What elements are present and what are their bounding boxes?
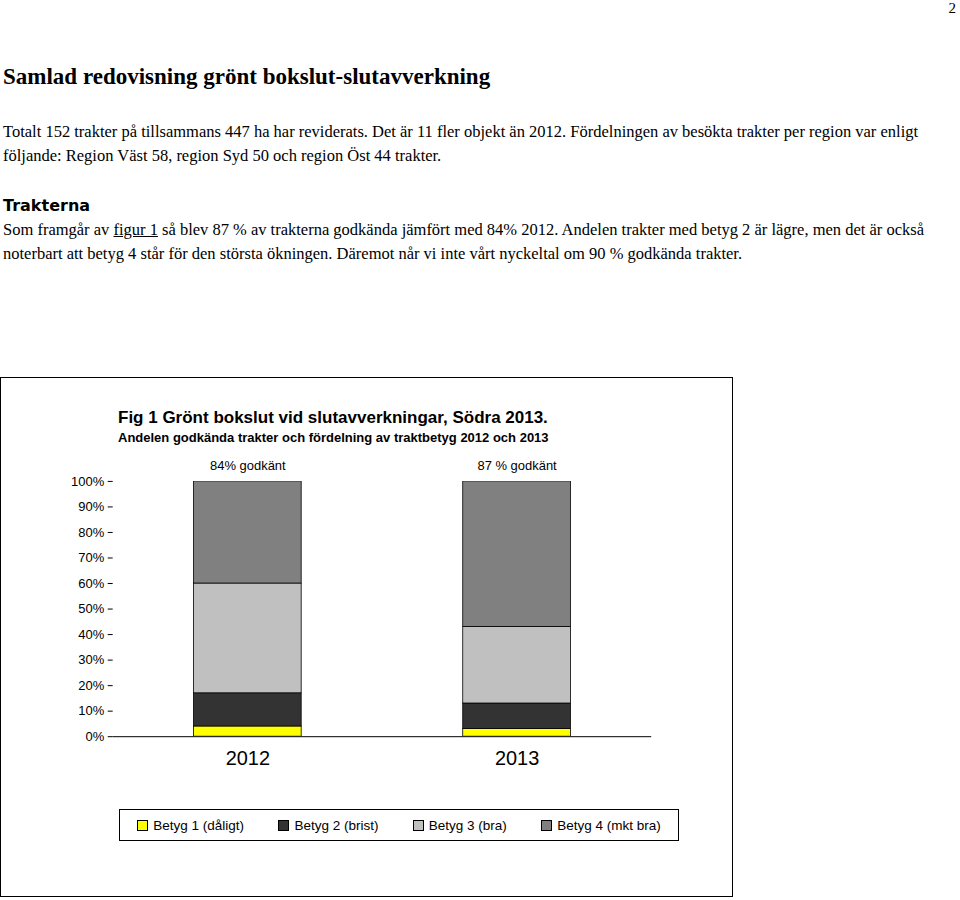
svg-text:50%: 50%	[78, 601, 104, 616]
svg-text:10%: 10%	[78, 703, 104, 718]
svg-text:90%: 90%	[78, 499, 104, 514]
html-text:Trakterna: Trakterna	[3, 196, 91, 215]
svg-text:20%: 20%	[78, 678, 104, 693]
html-text:Samlad redovisning grönt boksl: Samlad redovisning grönt bokslut-slutavv…	[3, 64, 491, 89]
html-text:Fig 1 Grönt bokslut vid slutav: Fig 1 Grönt bokslut vid slutavverkningar…	[118, 408, 548, 427]
svg-text:100%: 100%	[71, 474, 105, 489]
svg-text:2012: 2012	[226, 747, 270, 769]
html-text:2: 2	[948, 0, 956, 16]
svg-text:87 % godkänt: 87 % godkänt	[477, 458, 557, 473]
html-text:Betyg 3 (bra): Betyg 3 (bra)	[428, 817, 507, 833]
svg-text:80%: 80%	[78, 525, 104, 540]
svg-text:60%: 60%	[78, 576, 104, 591]
svg-text:2013: 2013	[495, 747, 539, 769]
svg-text:84% godkänt: 84% godkänt	[210, 458, 286, 473]
html-text:Totalt 152 trakter på tillsamm: Totalt 152 trakter på tillsammans 447 ha…	[3, 122, 919, 165]
svg-text:30%: 30%	[78, 652, 104, 667]
html-text:Betyg 2 (brist): Betyg 2 (brist)	[294, 817, 379, 833]
svg-text:40%: 40%	[78, 627, 104, 642]
html-text:Andelen godkända trakter och f: Andelen godkända trakter och fördelning …	[118, 430, 549, 445]
svg-text:0%: 0%	[85, 729, 104, 744]
html-text:Som framgår av figur 1 så blev: Som framgår av figur 1 så blev 87 % av t…	[3, 220, 924, 263]
html-text:Betyg 1 (dåligt): Betyg 1 (dåligt)	[153, 817, 244, 833]
html-text:Betyg 4 (mkt bra): Betyg 4 (mkt bra)	[557, 817, 661, 833]
svg-text:70%: 70%	[78, 550, 104, 565]
